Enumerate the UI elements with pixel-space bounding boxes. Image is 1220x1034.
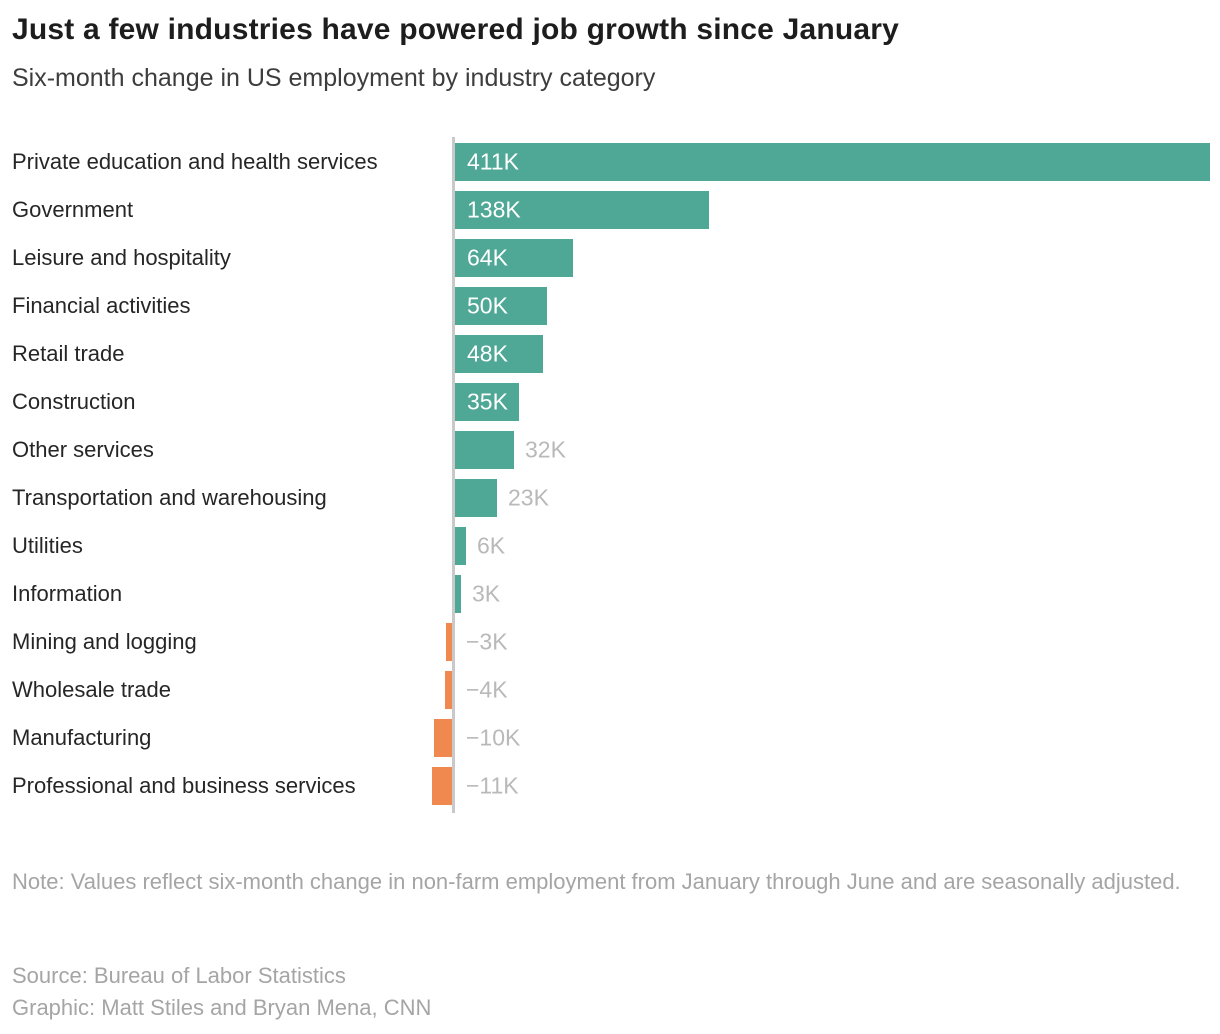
value-label: −10K — [466, 724, 521, 751]
chart-row: Government 138K — [0, 186, 1220, 234]
value-label: 48K — [467, 340, 508, 367]
category-label: Other services — [12, 437, 154, 462]
bar — [455, 143, 1210, 181]
value-label: 35K — [467, 388, 508, 415]
bar — [455, 335, 543, 373]
source-line: Source: Bureau of Labor Statistics — [12, 963, 346, 988]
value-label: 64K — [467, 244, 508, 271]
chart-source: Source: Bureau of Labor Statistics Graph… — [12, 960, 1208, 1024]
bar — [455, 239, 573, 277]
category-label: Retail trade — [12, 341, 125, 366]
chart-row: Professional and business services −11K — [0, 762, 1220, 810]
bar — [455, 479, 497, 517]
bar — [445, 671, 452, 709]
category-label: Private education and health services — [12, 149, 378, 174]
value-label: 138K — [467, 196, 521, 223]
value-label: 32K — [525, 436, 566, 463]
bar — [455, 383, 519, 421]
chart-title: Just a few industries have powered job g… — [12, 13, 900, 46]
category-label: Leisure and hospitality — [12, 245, 231, 270]
chart-row: Leisure and hospitality 64K — [0, 234, 1220, 282]
category-label: Transportation and warehousing — [12, 485, 327, 510]
category-label: Construction — [12, 389, 136, 414]
category-label: Government — [12, 197, 134, 222]
bar — [455, 191, 709, 229]
bar — [432, 767, 452, 805]
chart-row: Manufacturing −10K — [0, 714, 1220, 762]
value-label: 50K — [467, 292, 508, 319]
value-label: −11K — [466, 772, 519, 799]
chart-row: Utilities 6K — [0, 522, 1220, 570]
bar — [455, 431, 514, 469]
category-label: Wholesale trade — [12, 677, 171, 702]
chart-row: Construction 35K — [0, 378, 1220, 426]
chart-note: Note: Values reflect six-month change in… — [12, 869, 1181, 894]
category-label: Information — [12, 581, 123, 606]
chart-subtitle: Six-month change in US employment by ind… — [12, 64, 656, 92]
value-label: 3K — [472, 580, 501, 607]
value-label: −4K — [466, 676, 508, 703]
chart-row: Transportation and warehousing 23K — [0, 474, 1220, 522]
category-label: Professional and business services — [12, 773, 356, 798]
category-label: Mining and logging — [12, 629, 197, 654]
category-label: Utilities — [12, 533, 83, 558]
axis-baseline — [452, 137, 455, 813]
bar — [434, 719, 452, 757]
bar — [446, 623, 452, 661]
credit-line: Graphic: Matt Stiles and Bryan Mena, CNN — [12, 995, 432, 1020]
value-label: −3K — [466, 628, 508, 655]
value-label: 411K — [467, 148, 520, 175]
bar — [455, 527, 466, 565]
category-label: Manufacturing — [12, 725, 152, 750]
chart-row: Financial activities 50K — [0, 282, 1220, 330]
chart-row: Private education and health services 41… — [0, 138, 1220, 186]
chart-row: Retail trade 48K — [0, 330, 1220, 378]
bar — [455, 575, 461, 613]
chart-row: Mining and logging −3K — [0, 618, 1220, 666]
bar — [455, 287, 547, 325]
value-label: 6K — [477, 532, 506, 559]
chart-row: Information 3K — [0, 570, 1220, 618]
chart-row: Other services 32K — [0, 426, 1220, 474]
chart-row: Wholesale trade −4K — [0, 666, 1220, 714]
value-label: 23K — [508, 484, 549, 511]
category-label: Financial activities — [12, 293, 191, 318]
